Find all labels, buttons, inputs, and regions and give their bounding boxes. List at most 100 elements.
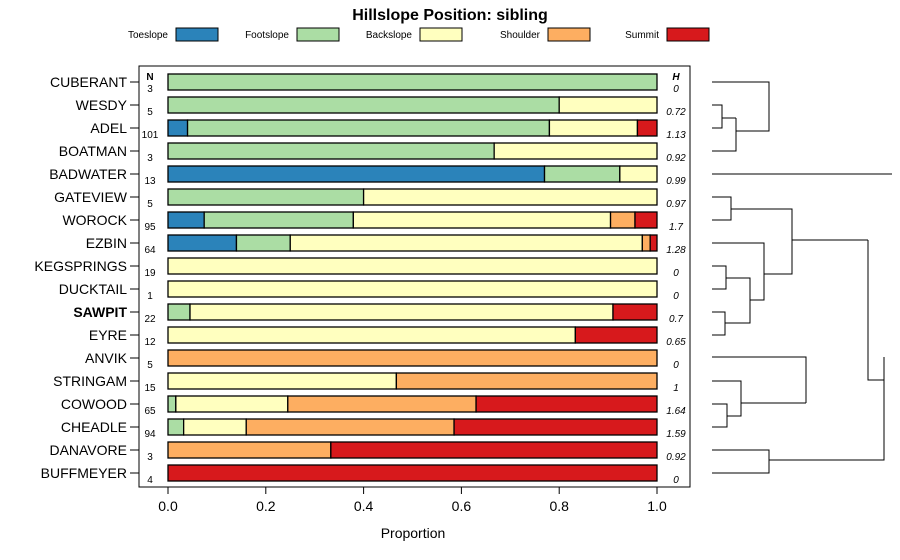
bar-segment-backslope: [167, 257, 658, 275]
row-kegsprings: KEGSPRINGS 19 0: [34, 257, 679, 279]
plot-panel: [138, 65, 691, 488]
h-value: 1.64: [666, 406, 686, 417]
category-label: STRINGAM: [53, 373, 127, 389]
dendrogram-branch: [712, 118, 737, 152]
h-value: 1.59: [666, 429, 686, 440]
dendrogram-branch: [867, 240, 884, 381]
x-tick-label: 1.0: [647, 498, 667, 514]
bar-segment-backslope: [619, 165, 658, 183]
n-value: 4: [147, 475, 153, 486]
x-tick-label: 0.0: [158, 498, 178, 514]
bar-segment-backslope: [167, 280, 658, 298]
row-buffmeyer: BUFFMEYER 4 0: [41, 464, 679, 486]
row-ducktail: DUCKTAIL 1 0: [59, 280, 679, 302]
legend-swatch-footslope: [296, 27, 340, 42]
dendrogram-branch: [712, 356, 807, 403]
h-value: 0: [673, 475, 679, 486]
h-value: 1.28: [666, 245, 686, 256]
row-anvik: ANVIK 5 0: [85, 349, 679, 371]
h-value: 0.7: [669, 314, 683, 325]
n-value: 3: [147, 452, 153, 463]
n-value: 15: [144, 383, 156, 394]
bar-segment-summit: [634, 211, 658, 229]
bar-segment-backslope: [493, 142, 658, 160]
row-sawpit: SAWPIT 22 0.7: [73, 303, 683, 325]
row-ezbin: EZBIN 64 1.28: [86, 234, 686, 256]
legend-label-shoulder: Shoulder: [500, 30, 541, 41]
bar-segment-footslope: [167, 303, 191, 321]
bar-segment-summit: [574, 326, 658, 344]
bar-segment-backslope: [189, 303, 614, 321]
row-badwater: BADWATER 13 0.99: [49, 165, 686, 187]
h-value: 1.7: [669, 222, 683, 233]
bar-segment-shoulder: [641, 234, 651, 252]
row-stringam: STRINGAM 15 1: [53, 372, 679, 394]
bar-segment-footslope: [167, 142, 495, 160]
dendrogram-branch: [731, 208, 793, 275]
row-cheadle: CHEADLE 94 1.59: [61, 418, 686, 440]
bar-segment-shoulder: [395, 372, 658, 390]
dendrogram-branch: [712, 242, 765, 301]
bar-segment-toeslope: [167, 165, 546, 183]
h-column-header: H: [672, 72, 680, 83]
category-label: SAWPIT: [73, 304, 127, 320]
category-label: KEGSPRINGS: [34, 258, 127, 274]
n-value: 95: [144, 222, 156, 233]
bar-segment-footslope: [203, 211, 354, 229]
bar-segment-summit: [475, 395, 658, 413]
bar-segment-summit: [649, 234, 658, 252]
legend-swatch-toeslope: [175, 27, 219, 42]
dendrogram-branch: [712, 81, 770, 132]
bar-segment-shoulder: [287, 395, 477, 413]
h-value: 0: [673, 360, 679, 371]
row-eyre: EYRE 12 0.65: [89, 326, 686, 348]
bar-segment-summit: [330, 441, 658, 459]
bar-segment-footslope: [167, 96, 560, 114]
n-value: 5: [147, 360, 153, 371]
bar-segment-backslope: [548, 119, 639, 137]
category-label: COWOOD: [61, 396, 127, 412]
chart-title: Hillslope Position: sibling: [352, 7, 548, 24]
bar-segment-backslope: [175, 395, 289, 413]
dendrogram-branch: [769, 357, 885, 461]
row-worock: WOROCK 95 1.7: [62, 211, 683, 233]
bar-segment-shoulder: [167, 441, 332, 459]
bar-segment-footslope: [167, 73, 658, 91]
bar-segment-footslope: [235, 234, 291, 252]
n-value: 101: [142, 130, 159, 141]
row-cowood: COWOOD 65 1.64: [61, 395, 686, 417]
h-value: 0.65: [666, 337, 686, 348]
legend-label-toeslope: Toeslope: [128, 30, 168, 41]
dendrogram-branch: [712, 311, 726, 336]
category-label: CUBERANT: [50, 74, 127, 90]
legend-swatch-summit: [666, 27, 710, 42]
legend-label-summit: Summit: [625, 30, 659, 41]
n-value: 64: [144, 245, 156, 256]
bar-segment-backslope: [289, 234, 643, 252]
row-cuberant: CUBERANT 3 0: [50, 73, 679, 95]
row-boatman: BOATMAN 3 0.92: [59, 142, 686, 164]
bar-segment-toeslope: [167, 234, 238, 252]
x-tick-label: 0.4: [354, 498, 374, 514]
category-label: WESDY: [76, 97, 128, 113]
bar-segment-backslope: [352, 211, 612, 229]
bar-segment-footslope: [186, 119, 551, 137]
bar-segment-summit: [453, 418, 658, 436]
h-value: 1.13: [666, 130, 686, 141]
row-gateview: GATEVIEW 5 0.97: [54, 188, 686, 210]
bar-segment-backslope: [167, 372, 398, 390]
x-axis-title: Proportion: [381, 525, 446, 541]
category-label: DUCKTAIL: [59, 281, 127, 297]
n-value: 1: [147, 291, 153, 302]
bar-segment-backslope: [182, 418, 247, 436]
row-danavore: DANAVORE 3 0.92: [49, 441, 686, 463]
bar-segment-shoulder: [167, 349, 658, 367]
h-value: 1: [673, 383, 679, 394]
dendrogram-branch: [712, 196, 732, 221]
n-value: 19: [144, 268, 156, 279]
category-label: ANVIK: [85, 350, 128, 366]
n-value: 94: [144, 429, 156, 440]
h-value: 0.92: [666, 452, 686, 463]
h-value: 0.72: [666, 107, 686, 118]
